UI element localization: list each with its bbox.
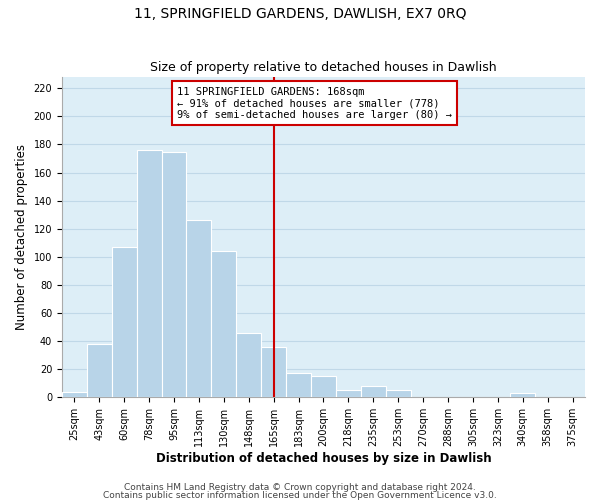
Bar (386, 390, 410, 398)
Bar (236, 332, 261, 398)
Bar (161, 152, 187, 398)
Text: Contains public sector information licensed under the Open Government Licence v3: Contains public sector information licen… (103, 490, 497, 500)
Bar (286, 374, 311, 398)
Bar (510, 393, 535, 398)
X-axis label: Distribution of detached houses by size in Dawlish: Distribution of detached houses by size … (155, 452, 491, 465)
Bar (361, 386, 386, 398)
Bar (137, 150, 161, 398)
Bar (187, 220, 211, 398)
Y-axis label: Number of detached properties: Number of detached properties (15, 144, 28, 330)
Text: Contains HM Land Registry data © Crown copyright and database right 2024.: Contains HM Land Registry data © Crown c… (124, 484, 476, 492)
Bar (112, 247, 137, 398)
Title: Size of property relative to detached houses in Dawlish: Size of property relative to detached ho… (150, 62, 497, 74)
Text: 11, SPRINGFIELD GARDENS, DAWLISH, EX7 0RQ: 11, SPRINGFIELD GARDENS, DAWLISH, EX7 0R… (134, 8, 466, 22)
Text: 11 SPRINGFIELD GARDENS: 168sqm
← 91% of detached houses are smaller (778)
9% of : 11 SPRINGFIELD GARDENS: 168sqm ← 91% of … (177, 86, 452, 120)
Bar (62, 392, 87, 398)
Bar (336, 390, 361, 398)
Bar (211, 251, 236, 398)
Bar (261, 347, 286, 398)
Bar (87, 344, 112, 398)
Bar (311, 376, 336, 398)
